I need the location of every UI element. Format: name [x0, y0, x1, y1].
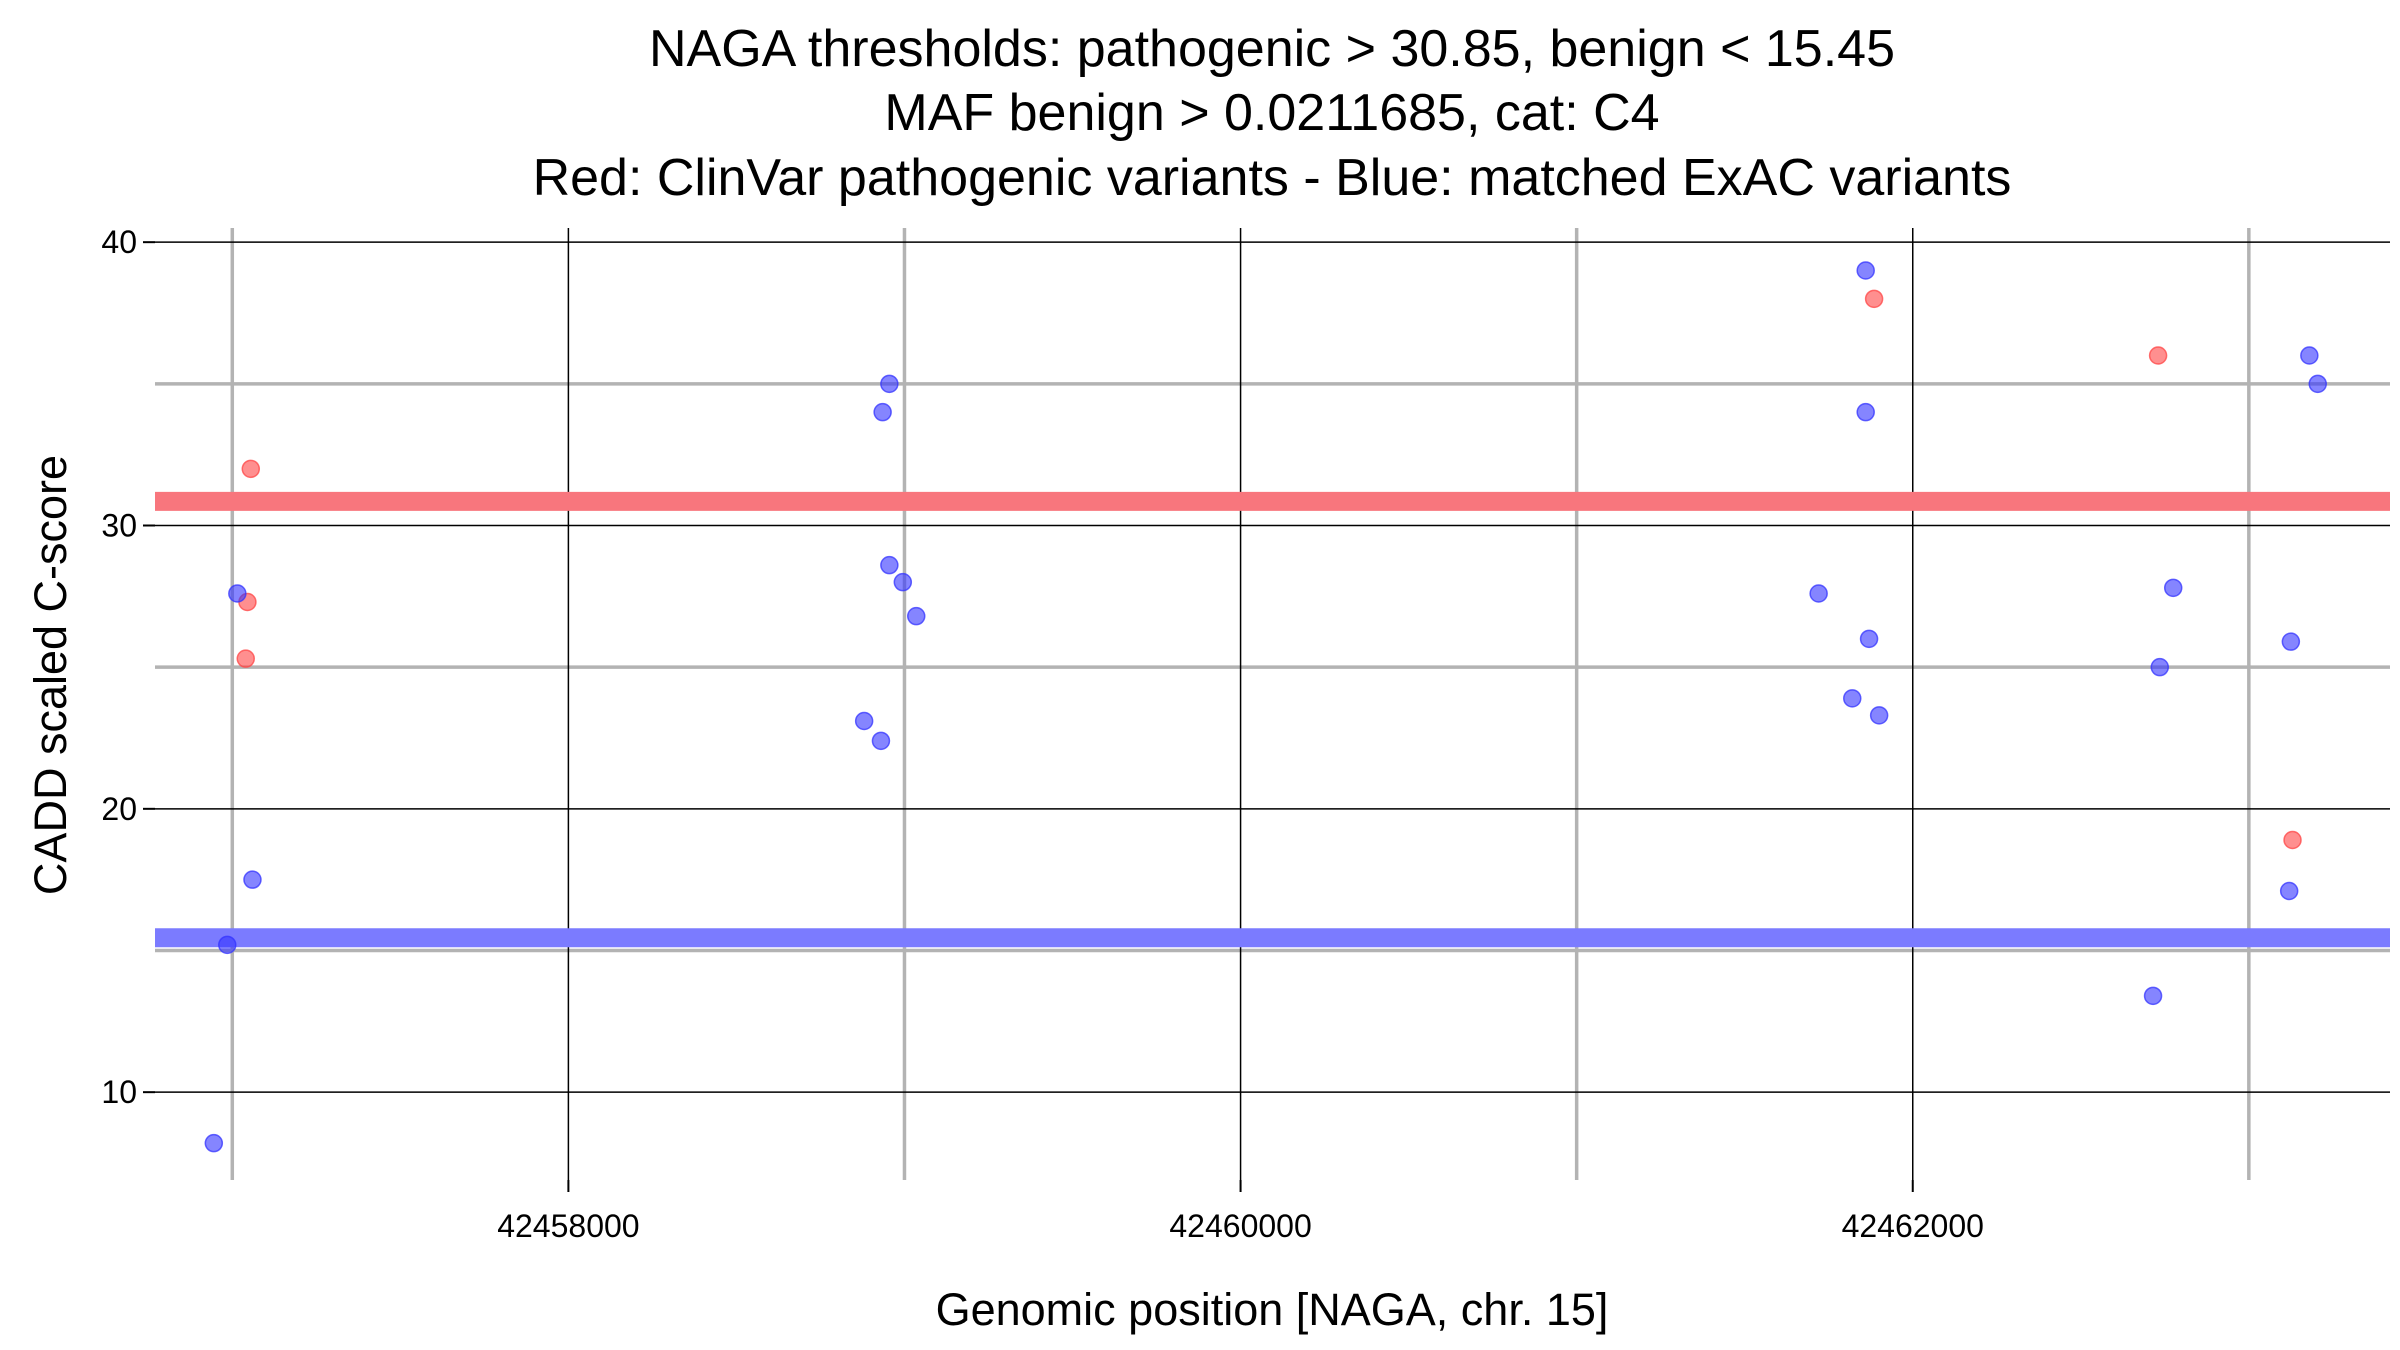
- data-points: [204, 261, 2327, 1153]
- exac-point: [2143, 986, 2163, 1006]
- exac-point: [243, 870, 262, 889]
- exac-point: [2308, 374, 2327, 394]
- y-tick-label: 30: [101, 508, 137, 544]
- exac-point: [880, 374, 899, 394]
- exac-point: [2281, 632, 2301, 651]
- y-tick-label: 10: [101, 1074, 137, 1110]
- clinvar-point: [2148, 346, 2168, 365]
- y-tick-label: 20: [101, 791, 137, 827]
- y-axis-title: CADD scaled C-score: [25, 455, 76, 895]
- exac-point: [1856, 261, 1875, 280]
- x-tick-label: 42458000: [497, 1208, 639, 1244]
- clinvar-point: [241, 459, 261, 479]
- title-line-3: Red: ClinVar pathogenic variants - Blue:…: [533, 149, 2012, 207]
- clinvar-point: [1864, 289, 1884, 309]
- clinvar-point: [2283, 830, 2302, 850]
- exac-point: [893, 572, 913, 592]
- exac-point: [218, 935, 237, 955]
- title-line-1: NAGA thresholds: pathogenic > 30.85, ben…: [649, 20, 1895, 78]
- x-tick-label: 42462000: [1842, 1208, 1984, 1244]
- chart-title: NAGA thresholds: pathogenic > 30.85, ben…: [533, 20, 2012, 207]
- gridlines: [155, 228, 2390, 1180]
- axes: 10 20 30 40 42458000 42460000 42462000: [101, 224, 1984, 1244]
- title-line-2: MAF benign > 0.0211685, cat: C4: [884, 84, 1659, 142]
- exac-point: [2150, 657, 2170, 677]
- y-tick-label: 40: [101, 224, 137, 260]
- threshold-lines: [155, 491, 2390, 948]
- clinvar-point: [236, 649, 255, 668]
- exac-point: [2300, 346, 2319, 365]
- exac-point: [2163, 578, 2183, 598]
- exac-point: [873, 402, 892, 422]
- exac-point: [880, 555, 899, 575]
- exac-point: [228, 584, 247, 603]
- exac-point: [854, 711, 874, 731]
- exac-point: [906, 606, 926, 626]
- exac-point: [1809, 584, 1828, 603]
- exac-point: [871, 731, 891, 751]
- exac-point: [1843, 689, 1862, 708]
- x-tick-label: 42460000: [1169, 1208, 1311, 1244]
- exac-point: [1869, 706, 1889, 725]
- exac-point: [204, 1133, 224, 1153]
- x-axis-title: Genomic position [NAGA, chr. 15]: [936, 1284, 1609, 1335]
- exac-point: [1859, 629, 1879, 649]
- exac-point: [1856, 402, 1875, 422]
- exac-point: [2279, 881, 2299, 901]
